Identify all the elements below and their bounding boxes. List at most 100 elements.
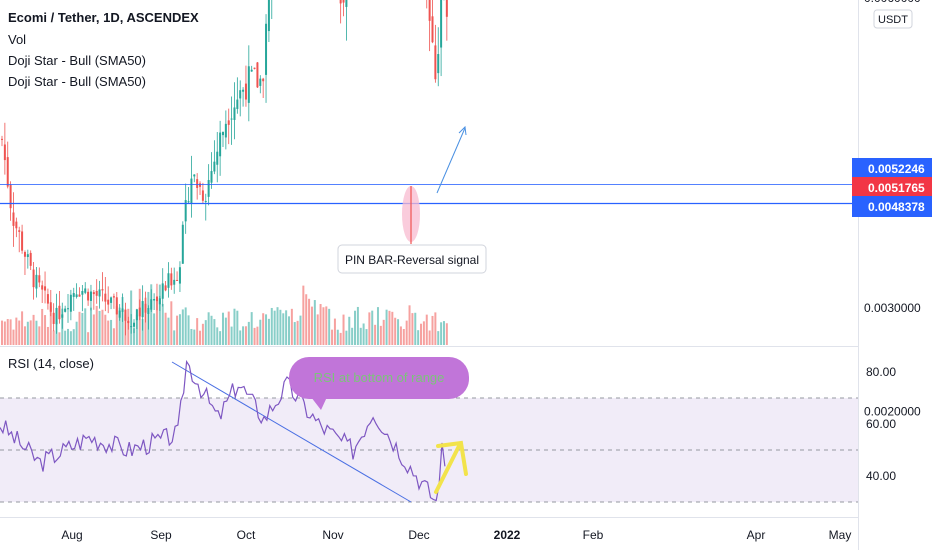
volume-bar (402, 329, 405, 345)
volume-bar (259, 319, 262, 345)
candle-body (233, 107, 236, 120)
candle-body (250, 69, 253, 72)
volume-bar (84, 308, 87, 345)
volume-bar (371, 310, 374, 345)
candle-body (38, 275, 41, 283)
candle-body (227, 120, 230, 125)
volume-bar (431, 315, 434, 345)
volume-bar (9, 319, 12, 345)
volume-bar (285, 310, 288, 345)
candle-body (216, 151, 219, 165)
candle-body (161, 283, 164, 299)
candle-body (127, 320, 130, 324)
volume-bar (64, 330, 67, 345)
candle-body (107, 299, 110, 305)
time-tick-label: Aug (61, 528, 82, 542)
candle-body (69, 294, 72, 312)
candle-body (112, 296, 115, 298)
volume-bar (356, 306, 359, 345)
volume-bar (32, 314, 35, 345)
time-axis: Aug Sep Oct Nov Dec 2022 Feb Apr May (61, 528, 851, 542)
price-marker (852, 158, 932, 179)
volume-bar (382, 319, 385, 345)
volume-bar (256, 326, 259, 345)
price-marker-label: 0.0051765 (868, 181, 925, 195)
volume-bar (153, 313, 156, 345)
candle-body (15, 221, 18, 229)
projection-arrow (436, 125, 467, 194)
candle-body (204, 200, 207, 202)
candle-body (26, 254, 29, 258)
volume-bar (242, 326, 245, 345)
volume-bar (78, 311, 81, 345)
volume-bar (150, 284, 153, 345)
price-tick-label: 0.0060000 (864, 0, 921, 5)
candle-body (158, 298, 161, 305)
candle-body (52, 312, 55, 324)
volume-bar (322, 307, 325, 345)
volume-bar (46, 326, 49, 345)
candle-body (64, 308, 67, 312)
volume-bar (110, 319, 113, 345)
volume-bar (95, 305, 98, 345)
volume-bar (199, 330, 202, 345)
candle-body (196, 179, 199, 188)
volume-bar (98, 310, 101, 345)
candle-body (6, 157, 9, 187)
candle-body (199, 183, 202, 187)
volume-bar (342, 314, 345, 345)
volume-bar (362, 323, 365, 345)
candle-body (242, 89, 245, 92)
volume-bar (302, 285, 305, 345)
currency-label: USDT (878, 14, 908, 26)
volume-bar (176, 315, 179, 345)
candle-body (201, 190, 204, 201)
volume-bar (288, 316, 290, 345)
volume-bar (437, 331, 440, 345)
candle-body (44, 286, 47, 291)
volume-bar (69, 331, 72, 345)
candle-body (224, 123, 227, 138)
volume-bar (18, 320, 21, 345)
volume-bar (52, 330, 55, 345)
candle-body (87, 291, 90, 301)
candle-body (35, 274, 38, 289)
volume-bar (21, 311, 24, 345)
candle-body (110, 297, 113, 303)
volume-bar (87, 332, 90, 345)
volume-bar (135, 314, 138, 345)
volume-bar (107, 320, 110, 345)
volume-bar (3, 321, 6, 345)
volume-bar (388, 310, 391, 345)
volume-bar (331, 329, 334, 345)
currency-badge: USDT (873, 9, 913, 29)
candle-body (176, 279, 179, 281)
candle-body (78, 294, 81, 297)
volume-bar (184, 307, 187, 345)
volume-bar (67, 328, 70, 345)
volume-bar (204, 320, 207, 345)
volume-bar (379, 325, 382, 345)
candle-body (72, 293, 75, 297)
rsi-axis: 80.00 60.00 40.00 (866, 365, 896, 483)
volume-bar (170, 301, 173, 345)
candle-body (445, 0, 448, 17)
volume-bar (207, 312, 210, 345)
candle-body (130, 326, 133, 328)
volume-bar (428, 330, 431, 345)
volume-bar (414, 312, 417, 345)
time-tick-label: Apr (747, 528, 766, 542)
candle-body (153, 299, 156, 301)
volume-bar (265, 314, 268, 345)
price-tick-label: 0.0030000 (864, 301, 921, 315)
volume-bar (319, 304, 322, 345)
rsi-tick-label: 40.00 (866, 469, 896, 483)
candle-body (49, 302, 52, 312)
volume-bar (434, 312, 437, 345)
price-tick-label: 0.0020000 (864, 404, 921, 418)
volume-bar (394, 317, 397, 345)
volume-bar (92, 314, 95, 345)
symbol-title: Ecomi / Tether, 1D, ASCENDEX (8, 10, 199, 25)
candle-body (67, 308, 70, 310)
candle-body (187, 201, 190, 203)
